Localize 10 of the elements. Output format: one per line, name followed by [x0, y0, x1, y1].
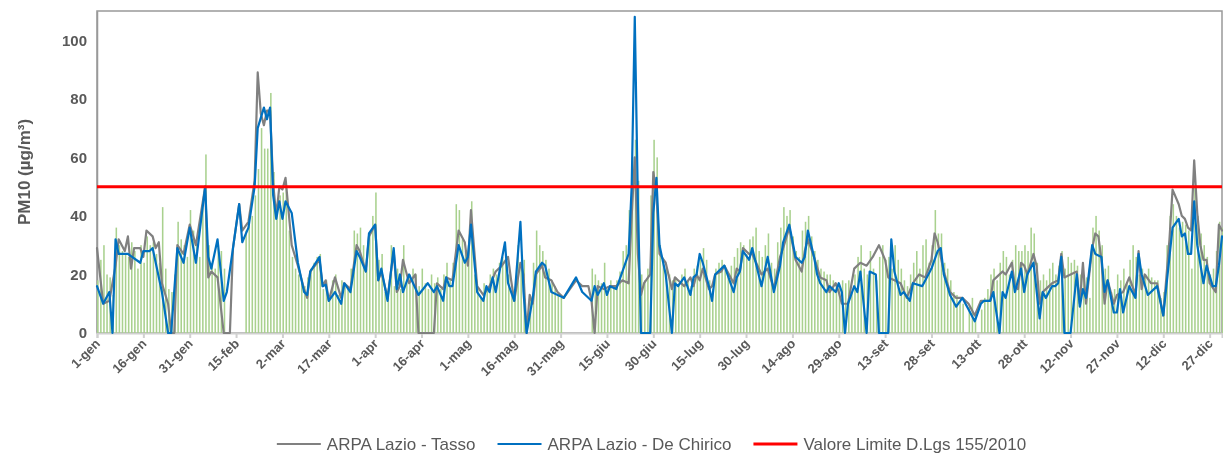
- y-tick-label: 40: [70, 207, 87, 225]
- y-tick-label: 0: [78, 324, 87, 342]
- legend-label: ARPA Lazio - Tasso: [326, 434, 476, 454]
- y-tick-label: 20: [70, 265, 87, 283]
- y-tick-label: 60: [70, 148, 87, 166]
- y-tick-label: 80: [70, 90, 87, 108]
- legend-label: ARPA Lazio - De Chirico: [547, 434, 732, 454]
- y-tick-label: 100: [61, 31, 87, 49]
- legend-label: Valore Limite D.Lgs 155/2010: [803, 434, 1027, 454]
- y-axis-title: PM10 (µg/m³): [15, 118, 34, 226]
